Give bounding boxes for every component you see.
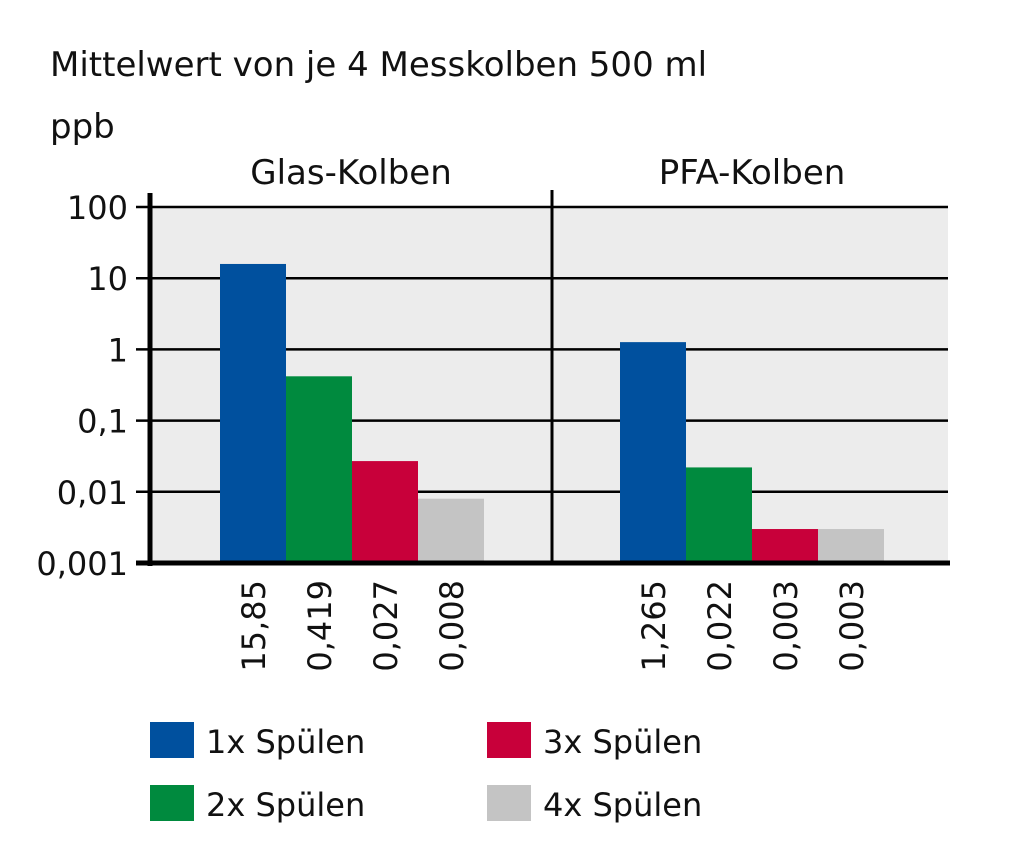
bar xyxy=(220,263,286,563)
bar xyxy=(818,529,884,563)
y-axis-label: ppb xyxy=(50,107,115,147)
legend-label: 4x Spülen xyxy=(543,786,702,824)
y-tick-label: 0,001 xyxy=(36,545,128,583)
data-label: 0,027 xyxy=(367,580,405,672)
bar xyxy=(752,529,818,563)
data-label: 1,265 xyxy=(635,580,673,672)
y-tick-label: 100 xyxy=(67,189,128,227)
group-label: PFA-Kolben xyxy=(659,153,846,193)
data-label: 15,85 xyxy=(235,580,273,672)
legend-label: 1x Spülen xyxy=(206,723,365,761)
data-label: 0,419 xyxy=(301,580,339,672)
bar xyxy=(686,467,752,563)
legend-swatch xyxy=(150,785,194,821)
legend-label: 2x Spülen xyxy=(206,786,365,824)
legend-swatch xyxy=(150,722,194,758)
data-label: 0,003 xyxy=(767,580,805,672)
y-tick-label: 0,01 xyxy=(57,474,128,512)
group-label: Glas-Kolben xyxy=(250,153,452,193)
data-label: 0,008 xyxy=(433,580,471,672)
data-label: 0,003 xyxy=(833,580,871,672)
y-tick-label: 1 xyxy=(108,331,128,369)
bar xyxy=(352,461,418,563)
chart-title: Mittelwert von je 4 Messkolben 500 ml xyxy=(50,45,707,85)
legend-label: 3x Spülen xyxy=(543,723,702,761)
legend-swatch xyxy=(487,785,531,821)
bar xyxy=(418,498,484,563)
bar xyxy=(286,376,352,563)
y-tick-label: 0,1 xyxy=(77,403,128,441)
y-tick-label: 10 xyxy=(87,260,128,298)
data-label: 0,022 xyxy=(701,580,739,672)
bar xyxy=(620,342,686,563)
legend-swatch xyxy=(487,722,531,758)
